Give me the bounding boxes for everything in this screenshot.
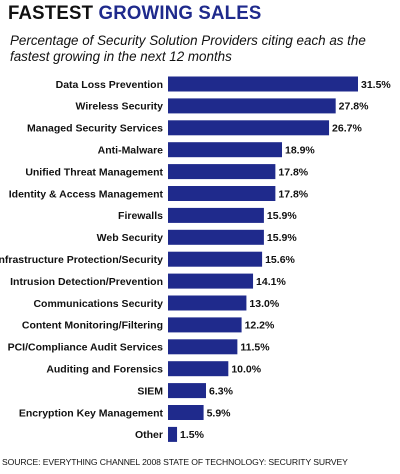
bar [168, 186, 276, 201]
category-label: Encryption Key Management [19, 407, 164, 419]
bar [168, 76, 358, 92]
chart-title: FASTEST GROWING SALES [8, 3, 261, 25]
chart-subtitle: Percentage of Security Solution Provider… [10, 33, 366, 64]
category-label: Unified Threat Management [25, 166, 163, 178]
bar [168, 383, 206, 399]
category-label: Anti-Malware [98, 145, 164, 157]
chart-title-part2: GROWING SALES [98, 3, 262, 24]
value-label: 15.9% [267, 232, 297, 244]
category-label: SIEM [137, 385, 163, 397]
bar [168, 164, 276, 180]
value-label: 1.5% [180, 429, 205, 441]
value-label: 14.1% [256, 276, 286, 288]
category-label: Managed Security Services [27, 123, 163, 135]
value-label: 27.8% [339, 101, 369, 113]
value-label: 15.6% [265, 254, 295, 266]
bar [168, 251, 263, 267]
bar [168, 317, 242, 333]
value-label: 17.8% [278, 166, 308, 178]
bar [168, 229, 264, 245]
value-label: 31.5% [361, 79, 391, 91]
bar [168, 273, 254, 289]
category-label: Wireless Security [76, 101, 164, 113]
category-label: Intrusion Detection/Prevention [10, 276, 163, 288]
value-label: 13.0% [249, 298, 279, 310]
bar [168, 361, 229, 377]
chart-title-part1: FASTEST [8, 3, 94, 24]
value-label: 5.9% [207, 407, 232, 419]
category-label: Infrastructure Protection/Security [0, 254, 163, 266]
bar [168, 339, 238, 355]
value-label: 6.3% [209, 385, 234, 397]
category-label: Other [135, 429, 163, 441]
bar [168, 207, 264, 223]
category-label: Web Security [97, 232, 163, 244]
value-label: 11.5% [240, 342, 270, 354]
value-label: 15.9% [267, 210, 297, 222]
bar [168, 295, 247, 311]
bar [168, 405, 204, 420]
value-label: 17.8% [278, 188, 308, 200]
bar [168, 142, 282, 158]
value-label: 26.7% [332, 123, 362, 135]
bar [168, 98, 336, 114]
category-label: Communications Security [33, 298, 163, 310]
value-label: 10.0% [231, 364, 261, 376]
category-label: Firewalls [118, 210, 163, 222]
value-label: 12.2% [245, 320, 275, 332]
value-label: 18.9% [285, 145, 315, 157]
category-label: Data Loss Prevention [56, 79, 163, 91]
category-label: Auditing and Forensics [46, 364, 163, 376]
bar [168, 120, 330, 136]
category-label: Content Monitoring/Filtering [22, 320, 163, 332]
category-label: Identity & Access Management [9, 188, 164, 200]
category-label: PCI/Compliance Audit Services [8, 342, 164, 354]
source-note: SOURCE: EVERYTHING CHANNEL 2008 STATE OF… [2, 457, 348, 467]
bar [168, 426, 178, 442]
